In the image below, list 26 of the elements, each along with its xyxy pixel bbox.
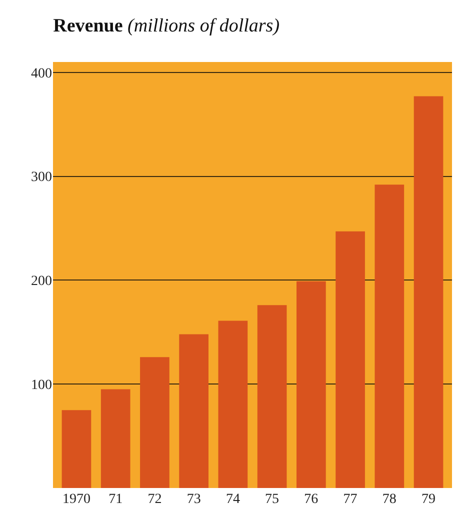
x-tick-label: 74: [226, 492, 240, 507]
y-tick-label: 200: [31, 274, 52, 290]
bar: [100, 389, 130, 488]
bar: [218, 320, 248, 488]
bar: [374, 184, 404, 488]
x-tick-label: 75: [265, 492, 280, 507]
x-tick-label: 78: [382, 492, 396, 507]
bar: [62, 410, 92, 488]
bar: [296, 281, 326, 488]
y-tick-label: 300: [31, 170, 52, 186]
bar: [140, 357, 170, 488]
x-tick-label: 76: [304, 492, 318, 507]
bar: [336, 231, 365, 488]
y-tick-label: 100: [31, 378, 52, 393]
bar: [179, 334, 208, 488]
chart-title: Revenue: [53, 15, 123, 36]
x-tick-label: 73: [186, 492, 201, 507]
y-tick-label: 400: [31, 66, 52, 82]
bar: [257, 305, 287, 488]
x-tick-label: 79: [422, 492, 436, 507]
x-tick-label: 77: [343, 492, 358, 507]
x-tick-label: 1970: [62, 492, 90, 507]
chart-subtitle: (millions of dollars): [128, 15, 280, 36]
bar: [414, 96, 444, 488]
x-tick-label: 72: [148, 492, 162, 507]
x-tick-label: 71: [108, 492, 123, 507]
